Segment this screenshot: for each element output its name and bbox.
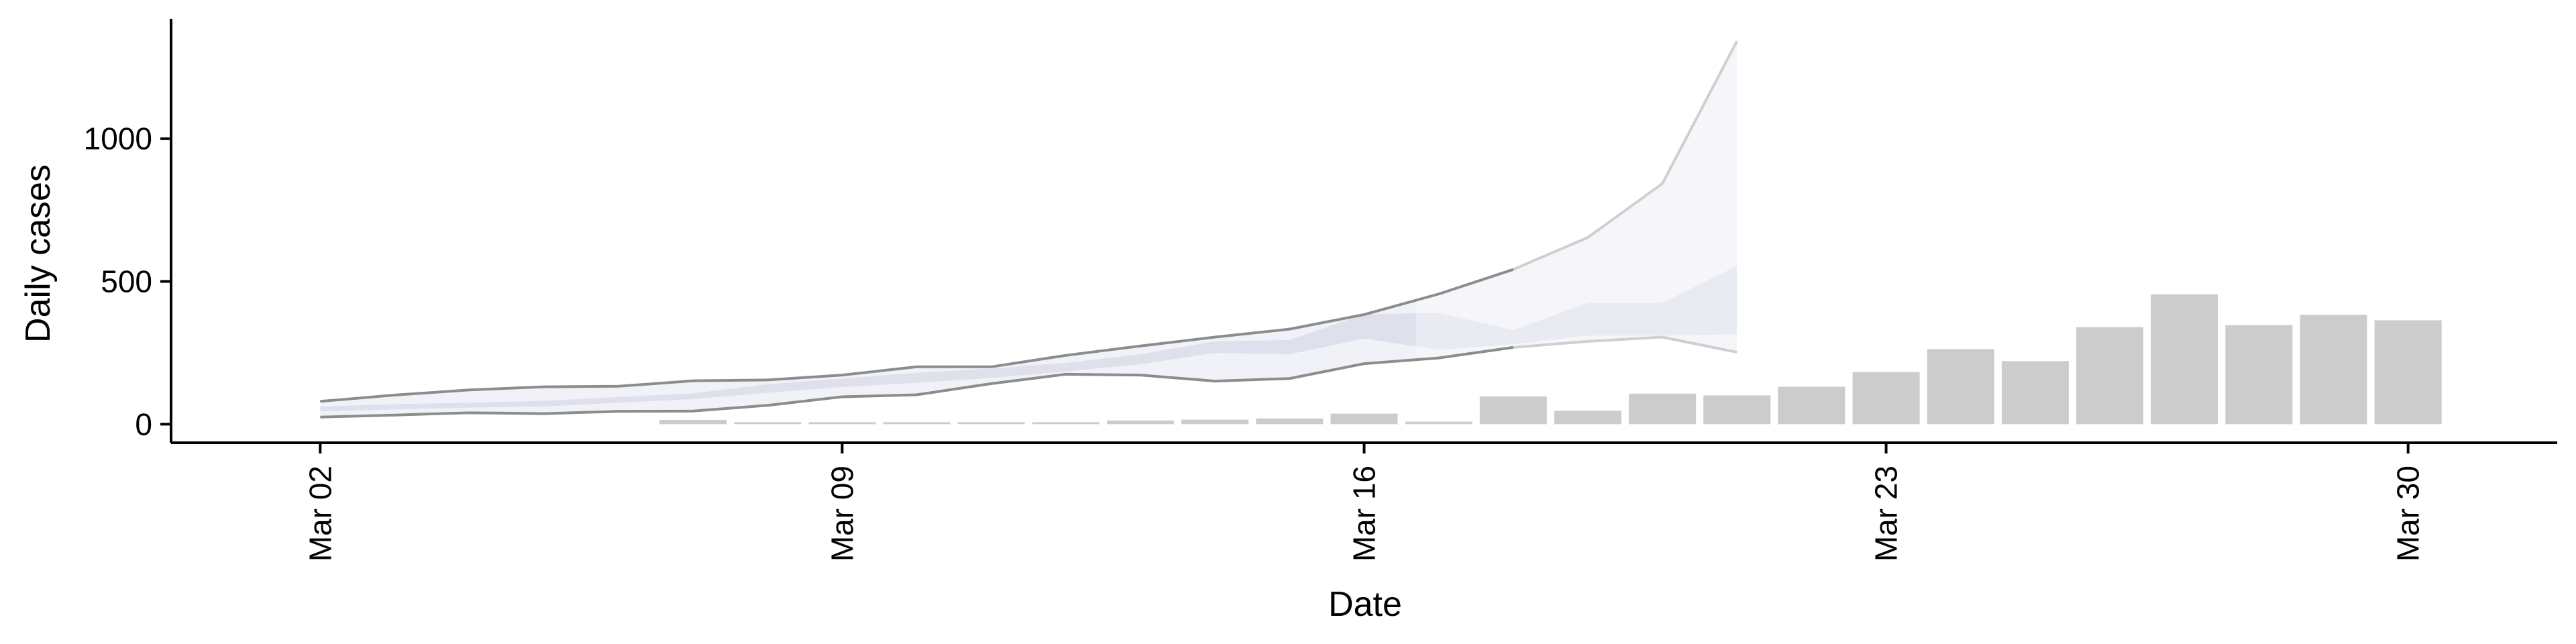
inner-band-area bbox=[320, 266, 1737, 412]
bar bbox=[1479, 396, 1547, 425]
y-tick-label: 1000 bbox=[84, 121, 152, 156]
bar bbox=[808, 422, 876, 425]
bar bbox=[1629, 393, 1697, 425]
bar bbox=[2001, 361, 2069, 425]
bar bbox=[659, 419, 727, 425]
y-tick-label: 0 bbox=[135, 407, 152, 441]
bars-series bbox=[659, 294, 2442, 425]
lower-bound-line bbox=[320, 345, 1514, 419]
bar bbox=[1181, 419, 1249, 425]
upper-bound-line-faded bbox=[1513, 40, 1739, 271]
lower-bound-line-faded bbox=[1513, 335, 1737, 354]
bar bbox=[883, 422, 951, 425]
bar bbox=[734, 422, 802, 425]
bar bbox=[2076, 327, 2144, 425]
bar bbox=[1107, 420, 1175, 425]
bar bbox=[1256, 418, 1324, 425]
forecast-bands bbox=[320, 24, 1739, 443]
bar bbox=[957, 422, 1025, 425]
bar bbox=[1405, 421, 1472, 425]
x-axis-title: Date bbox=[1328, 585, 1402, 624]
x-tick-label: Mar 16 bbox=[1347, 466, 1382, 561]
bar bbox=[1554, 411, 1621, 425]
axes: 0 500 1000 Mar 02 Mar 09 Mar 16 Mar 23 Mar 30 bbox=[84, 19, 2557, 561]
bar bbox=[1852, 372, 1920, 425]
x-tick-label: Mar 09 bbox=[824, 466, 859, 561]
x-tick-label: Mar 02 bbox=[303, 466, 337, 561]
bar bbox=[2151, 294, 2218, 425]
bar bbox=[1778, 386, 1845, 425]
bar bbox=[1703, 395, 1771, 425]
x-tick-label: Mar 23 bbox=[1869, 466, 1904, 561]
y-tick-label: 500 bbox=[101, 264, 152, 299]
upper-bound-line bbox=[320, 268, 1514, 403]
bar bbox=[1330, 413, 1398, 425]
bar bbox=[2300, 315, 2367, 425]
bar bbox=[2225, 325, 2293, 425]
bar bbox=[1032, 422, 1099, 425]
bar bbox=[2374, 320, 2442, 425]
band-fade-overlay bbox=[1416, 24, 1739, 443]
x-tick-label: Mar 30 bbox=[2391, 466, 2426, 561]
bar bbox=[1927, 349, 1994, 425]
y-axis-title: Daily cases bbox=[19, 164, 58, 343]
